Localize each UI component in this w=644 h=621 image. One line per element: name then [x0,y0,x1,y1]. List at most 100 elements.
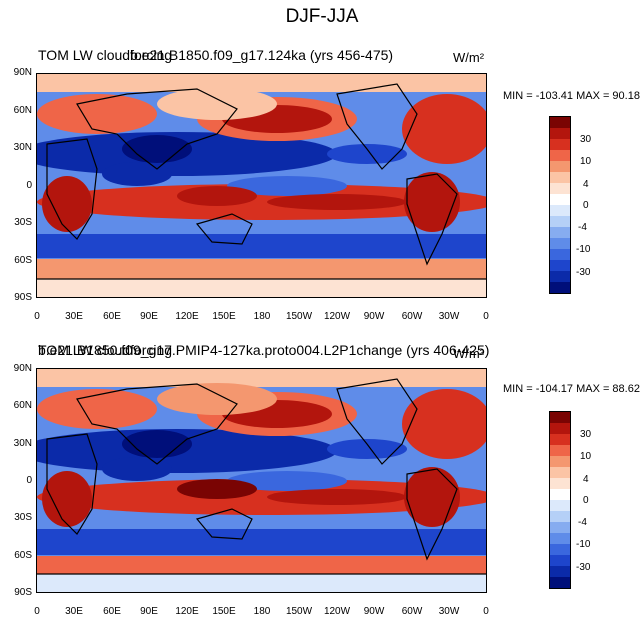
panel2-ytick-30n: 30N [13,438,32,449]
colorbar-swatch [550,500,570,511]
maritime-continent [177,186,257,206]
east-pacific-blue [327,144,407,164]
panel2-xtick-60e: 60E [103,606,121,617]
panel2-ytick-60s: 60S [14,550,32,561]
europe-warm [37,94,157,134]
panel2-cb-label: -30 [576,562,591,573]
midlat-south-band [37,529,486,555]
colorbar-swatch [550,533,570,544]
colorbar-swatch [550,478,570,489]
panel2-cb-label: 0 [583,495,589,506]
panel1-map [36,73,487,298]
figure-title: DJF-JJA [285,6,359,27]
southern-ocean-band [37,556,486,574]
panel1-cb-label: 0 [583,200,589,211]
itcz-band [227,176,347,196]
panel2-xtick-120w: 120W [323,606,351,617]
colorbar-swatch [550,161,570,172]
panel1-xtick-90e: 90E [140,311,158,322]
colorbar-swatch [550,445,570,456]
spcz-core [267,194,407,210]
panel1-ytick-90s: 90S [14,292,32,303]
colorbar-swatch [550,205,570,216]
panel2-xtick-0-end: 0 [483,606,489,617]
panel1-min-max: MIN = -103.41 MAX = 90.18 [503,90,640,102]
spcz-core [267,489,407,505]
panel2-map [36,368,487,593]
colorbar-swatch [550,117,570,128]
panel2-units: W/m² [453,346,485,361]
colorbar-swatch [550,183,570,194]
coastlines [37,83,486,280]
antarctic-band [37,574,486,592]
panel1-cb-label: -30 [576,267,591,278]
panel2-xtick-150w: 150W [285,606,313,617]
east-pacific-blue [327,439,407,459]
panel2-xtick-150e: 150E [212,606,236,617]
africa-core [42,176,92,232]
north-atlantic-warm [402,94,486,164]
south-tropics-band [37,184,486,220]
panel1-xtick-60e: 60E [103,311,121,322]
panel1-xtick-180: 180 [253,311,271,322]
colorbar-swatch [550,227,570,238]
colorbar-swatch [550,522,570,533]
arctic-band [37,369,486,387]
panel2-xtick-90w: 90W [363,606,385,617]
colorbar-swatch [550,249,570,260]
panel1-xtick-90w: 90W [363,311,385,322]
midlat-south-band [37,234,486,258]
colorbar-swatch [550,544,570,555]
panel1-xtick-30w: 30W [438,311,460,322]
panel1-ytick-30s: 30S [14,217,32,228]
colorbar-swatch [550,489,570,500]
panel1-cb-label: 4 [583,179,589,190]
panel2-colorbar [549,411,571,589]
panel1-cb-label: -10 [576,244,591,255]
panel2-xtick-180: 180 [253,606,271,617]
panel2-xtick-0: 0 [34,606,40,617]
panel1-xtick-150w: 150W [285,311,313,322]
africa-core [42,471,92,527]
panel2-ytick-90n: 90N [13,363,32,374]
south-tropics-band [37,479,486,515]
colorbar-swatch [550,577,570,588]
itcz-band [227,471,347,491]
panel2-cb-label: -10 [576,539,591,550]
europe-warm [37,389,157,429]
colorbar-swatch [550,150,570,161]
panel1-ytick-60s: 60S [14,255,32,266]
panel1-ytick-eq: 0 [26,180,32,191]
panel1-xtick-30e: 30E [65,311,83,322]
panel2-cb-label: 4 [583,474,589,485]
colorbar-swatch [550,456,570,467]
panel1-ytick-90n: 90N [13,67,32,78]
panel2-ytick-90s: 90S [14,587,32,598]
panel2-ytick-30s: 30S [14,512,32,523]
colorbar-swatch [550,511,570,522]
panel2-title-case: b.e21.B1850.f09_g17.PMIP4-127ka.proto004… [38,342,490,358]
panel2-min-max: MIN = -104.17 MAX = 88.62 [503,383,640,395]
colorbar-swatch [550,412,570,423]
colorbar-swatch [550,423,570,434]
indian-ocean-blue [102,457,172,481]
north-atlantic-warm [402,389,486,459]
panel1-xtick-120w: 120W [323,311,351,322]
panel2-cb-label: -4 [578,517,587,528]
panel2-ytick-60n: 60N [13,400,32,411]
coastlines [37,378,486,575]
panel1-cb-label: -4 [578,222,587,233]
antarctic-band [37,279,486,297]
panel1-xtick-150e: 150E [212,311,236,322]
maritime-continent [177,479,257,499]
colorbar-swatch [550,467,570,478]
colorbar-swatch [550,194,570,205]
south-america-core [404,172,460,232]
colorbar-swatch [550,172,570,183]
panel1-cb-label: 10 [580,156,592,167]
panel2-xtick-30e: 30E [65,606,83,617]
southern-ocean-band [37,259,486,279]
colorbar-swatch [550,238,570,249]
panel1-field [37,74,486,297]
panel1-xtick-0: 0 [34,311,40,322]
